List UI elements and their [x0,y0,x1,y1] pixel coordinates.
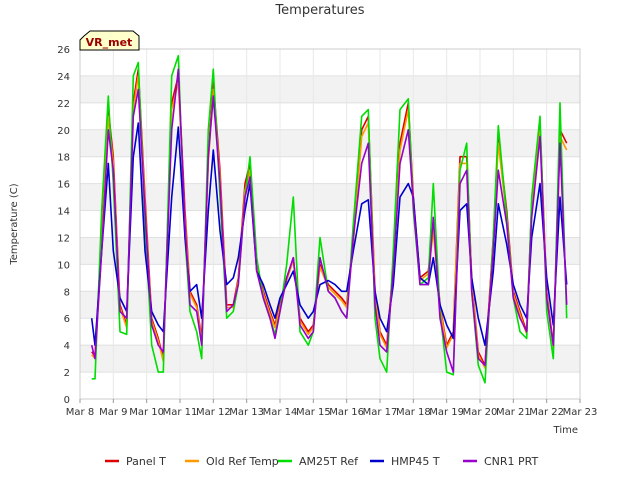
background-band [80,75,580,103]
background-band [80,237,580,265]
legend-label: AM25T Ref [299,455,359,468]
series-lines [90,54,568,384]
x-tick-label: Mar 16 [329,407,364,418]
x-axis-label: Time [553,425,578,436]
x-tick-label: Mar 9 [99,407,127,418]
legend: Panel T Old Ref Temp AM25T Ref HMP45 T CNR1 … [105,455,539,468]
y-tick-label: 16 [57,180,70,191]
y-tick-label: 26 [57,45,70,56]
background-band [80,129,580,157]
legend-label: Old Ref Temp [206,455,279,468]
x-tick-label: Mar 11 [163,407,198,418]
plot-frame [79,48,581,400]
x-tick-label: Mar 10 [129,407,164,418]
x-tick-label: Mar 20 [463,407,498,418]
background-band [80,291,580,319]
y-tick-label: 8 [64,287,70,298]
y-tick-label: 4 [64,341,70,352]
vr-met-badge: VR_met [79,30,140,51]
legend-label: CNR1 PRT [484,455,539,468]
y-tick-label: 0 [64,395,70,406]
x-tick-label: Mar 12 [196,407,231,418]
y-tick-label: 12 [57,233,70,244]
y-tick-label: 18 [57,153,70,164]
y-tick-label: 20 [57,126,70,137]
y-tick-label: 14 [57,207,70,218]
y-tick-label: 24 [57,72,70,83]
y-axis-label: Temperature (C) [9,183,20,265]
badge-shape [79,30,140,51]
y-tick-label: 2 [64,368,70,379]
series-line-cnr1-prt [90,68,568,373]
legend-item: Panel T [105,455,166,468]
badge-label: VR_met [86,36,133,49]
legend-item: AM25T Ref [278,455,359,468]
y-tick-label: 6 [64,314,70,325]
legend-item: Old Ref Temp [185,455,279,468]
legend-item: HMP45 T [370,455,440,468]
x-tick-label: Mar 19 [429,407,464,418]
x-tick-label: Mar 13 [229,407,264,418]
x-tick-label: Mar 15 [296,407,331,418]
grid-lines [79,48,581,400]
x-tick-label: Mar 14 [263,407,298,418]
x-tick-label: Mar 23 [563,407,598,418]
x-tick-label: Mar 18 [396,407,431,418]
y-tick-label: 10 [57,260,70,271]
y-tick-label: 22 [57,99,70,110]
x-tick-label: Mar 8 [66,407,94,418]
chart-title: Temperatures [274,3,364,18]
x-tick-label: Mar 21 [496,407,531,418]
legend-label: Panel T [126,455,166,468]
legend-item: CNR1 PRT [463,455,539,468]
legend-label: HMP45 T [391,455,440,468]
x-tick-label: Mar 17 [363,407,398,418]
x-tick-label: Mar 22 [529,407,564,418]
